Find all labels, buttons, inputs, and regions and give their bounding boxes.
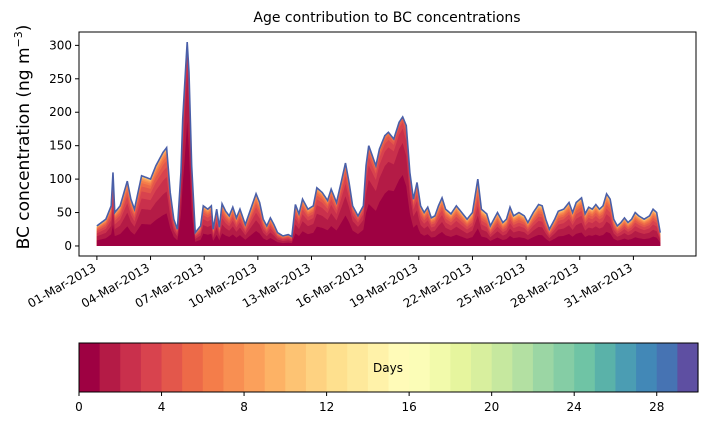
colorbar-band [553, 343, 575, 392]
colorbar-band [367, 343, 390, 392]
colorbar-bands [79, 343, 699, 392]
y-tick-label: 100 [49, 172, 72, 186]
colorbar-band [120, 343, 142, 392]
colorbar-band [223, 343, 245, 392]
colorbar-band [656, 343, 678, 392]
colorbar-tick-label: 16 [401, 400, 416, 414]
plot-frame [78, 31, 697, 257]
colorbar-band [409, 343, 431, 392]
y-axis-label-close: ) [14, 25, 34, 32]
stacked-age-areas [96, 42, 661, 246]
y-tick-label: 300 [49, 38, 72, 52]
colorbar-frame [78, 342, 699, 393]
y-tick-label: 250 [49, 72, 72, 86]
colorbar-tick-label: 4 [158, 400, 166, 414]
colorbar: Days 0 4 8 12 16 20 24 28 [75, 342, 699, 414]
colorbar-band [512, 343, 534, 392]
colorbar-ticks: 0 4 8 12 16 20 24 28 [75, 392, 664, 414]
colorbar-band [450, 343, 472, 392]
colorbar-band [305, 343, 328, 392]
colorbar-band [244, 343, 266, 392]
y-tick-label: 200 [49, 105, 72, 119]
colorbar-band [491, 343, 513, 392]
colorbar-band [285, 343, 307, 392]
colorbar-band [574, 343, 596, 392]
colorbar-tick-label: 8 [240, 400, 248, 414]
colorbar-band [636, 343, 658, 392]
colorbar-band [99, 343, 121, 392]
colorbar-band [677, 343, 699, 392]
y-axis-label-main: BC concentration (ng m [14, 47, 34, 249]
colorbar-tick-label: 24 [567, 400, 582, 414]
chart-title: Age contribution to BC concentrations [253, 10, 520, 26]
colorbar-band [471, 343, 493, 392]
colorbar-tick-label: 12 [319, 400, 334, 414]
colorbar-band [182, 343, 204, 392]
colorbar-band [140, 343, 163, 392]
age-band-area [96, 121, 661, 246]
y-tick-label: 150 [49, 139, 72, 153]
colorbar-band [347, 343, 369, 392]
colorbar-tick-label: 28 [649, 400, 664, 414]
colorbar-band [429, 343, 451, 392]
y-tick-label: 50 [57, 206, 72, 220]
colorbar-band [388, 343, 410, 392]
y-axis-label: BC concentration (ng m−3) [12, 25, 34, 250]
y-tick-label: 0 [64, 239, 72, 253]
colorbar-tick-label: 0 [75, 400, 83, 414]
y-axis: 0 50 100 150 200 250 300 [49, 38, 79, 253]
plot-area [78, 31, 697, 257]
colorbar-tick-label: 20 [484, 400, 499, 414]
colorbar-band [161, 343, 183, 392]
colorbar-band [79, 343, 101, 392]
colorbar-band [264, 343, 286, 392]
colorbar-label: Days [373, 361, 403, 375]
colorbar-band [615, 343, 637, 392]
x-axis: 01-Mar-201304-Mar-201307-Mar-201310-Mar-… [25, 256, 635, 311]
colorbar-band [202, 343, 225, 392]
y-axis-label-superscript: −3 [12, 31, 25, 47]
total-concentration-line [96, 41, 662, 238]
colorbar-band [532, 343, 555, 392]
colorbar-band [594, 343, 617, 392]
colorbar-band [326, 343, 348, 392]
